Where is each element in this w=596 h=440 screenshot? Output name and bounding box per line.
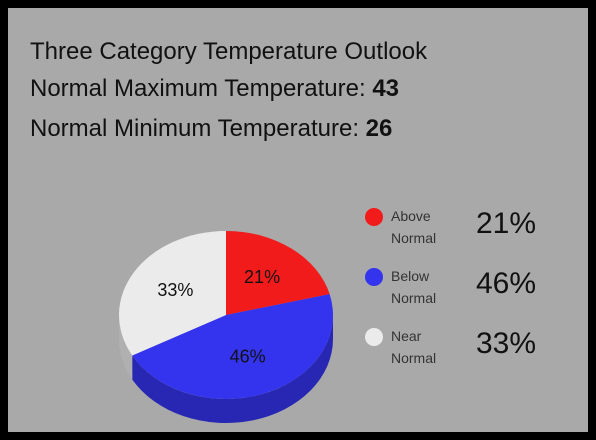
legend-label: Above Normal — [391, 208, 437, 246]
pie-slice — [119, 231, 226, 356]
pie-side — [132, 315, 333, 423]
title: Three Category Temperature Outlook — [30, 38, 428, 65]
legend-swatch — [365, 328, 383, 346]
legend-value: 46% — [476, 267, 537, 300]
min-label: Normal Minimum Temperature: — [30, 115, 359, 142]
pie-chart: 21% 46% 33% — [119, 208, 383, 423]
legend-value: 21% — [476, 207, 537, 240]
max-value: 43 — [372, 75, 400, 102]
max-label: Normal Maximum Temperature: — [30, 75, 366, 102]
pie-side — [119, 315, 133, 380]
legend-swatch — [365, 268, 383, 286]
pie-slice — [226, 231, 330, 315]
legend-label: Below Normal — [391, 268, 437, 306]
legend-label: Near Normal — [391, 328, 437, 366]
legend-value: 33% — [476, 327, 537, 360]
max-line: Normal Maximum Temperature: 43 — [30, 75, 399, 103]
min-value: 26 — [365, 115, 393, 142]
slice-label: 46% — [230, 347, 266, 367]
slice-label: 33% — [157, 280, 193, 300]
pie-slice — [132, 294, 333, 399]
slice-label: 21% — [244, 267, 280, 287]
min-line: Normal Minimum Temperature: 26 — [30, 115, 392, 143]
panel: Three Category Temperature Outlook Norma… — [8, 8, 588, 432]
legend-swatch — [365, 208, 383, 226]
